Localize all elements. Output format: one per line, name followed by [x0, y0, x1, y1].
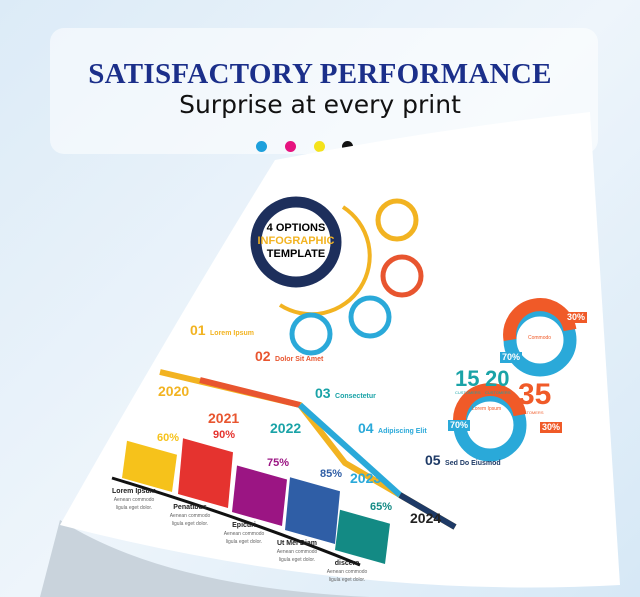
bar-label: Lorem Ipsum: [112, 488, 156, 495]
bar-label: discere: [334, 560, 360, 567]
bar-sub: Aenean commodo ligula eget dolor.: [276, 549, 318, 563]
stat-number: 20: [485, 366, 510, 391]
donut-title: Commodo: [528, 335, 552, 341]
bar-category-label: discere Aenean commodo ligula eget dolor.: [323, 560, 371, 584]
yellow-ink-dot: [314, 141, 325, 152]
timeline-step: 02 Dolor Sit Amet: [255, 348, 323, 368]
stat-label: CUSTOMERS: [455, 390, 481, 395]
stat-label: CUSTOMERS: [485, 390, 511, 395]
bar-2: [178, 438, 233, 508]
bar-3: [232, 465, 287, 526]
paper-shadow: [40, 520, 520, 597]
badge-line2: INFOGRAPHIC: [257, 235, 335, 247]
step-number: 02: [255, 348, 271, 364]
bar-5: [335, 509, 390, 564]
bar-label: Epicuri: [232, 522, 256, 529]
banner-title: SATISFACTORY PERFORMANCE: [88, 58, 552, 90]
bar-label: Penatibus: [173, 504, 207, 511]
banner-subtitle: Surprise at every print: [179, 90, 461, 119]
bar-sub: Aenean commodo ligula eget dolor.: [113, 497, 155, 511]
badge-text: 4 OPTIONS INFOGRAPHIC TEMPLATE: [256, 222, 336, 261]
stat: 15 CUSTOMERS: [455, 366, 481, 396]
donut-b-label: 30%: [565, 312, 588, 323]
donut-title: Lorem Ipsum: [472, 406, 502, 412]
cyan-ink-dot: [256, 141, 267, 152]
timeline-year: 2021: [208, 410, 240, 426]
magenta-ink-dot: [285, 141, 296, 152]
badge-ring: [250, 196, 342, 288]
magnifier-icon: [375, 198, 419, 242]
step-number: 05: [425, 452, 441, 468]
donut-b-label: 30%: [540, 422, 563, 433]
timeline-step: 03 Consectetur: [315, 385, 376, 405]
stat: 20 CUSTOMERS: [485, 366, 511, 396]
step-title: Dolor Sit Amet: [275, 356, 324, 363]
timeline-year: 2024: [410, 510, 442, 526]
bar-sub: Aenean commodo ligula eget dolor.: [326, 569, 368, 583]
badge-line3: TEMPLATE: [266, 248, 326, 260]
step-title: Consectetur: [335, 393, 376, 400]
timeline-step: 05 Sed Do Eiusmod: [425, 452, 501, 472]
black-ink-dot: [342, 141, 353, 152]
step-number: 01: [190, 322, 206, 338]
bar-category-label: Lorem Ipsum Aenean commodo ligula eget do…: [110, 488, 158, 512]
donut-2-a: [453, 383, 527, 427]
step-title: Adipiscing Elit: [378, 428, 427, 435]
donut-a-label: 70%: [500, 352, 523, 363]
stat-number: 15: [455, 366, 480, 391]
step-number: 03: [315, 385, 331, 401]
bar-4: [285, 477, 340, 544]
step-title: Sed Do Eiusmod: [445, 460, 501, 467]
chart-icon: [289, 312, 333, 356]
bar-sub: Aenean commodo ligula eget dolor.: [169, 513, 211, 527]
badge-line1: 4 OPTIONS: [266, 222, 326, 234]
bar-category-label: Penatibus Aenean commodo ligula eget dolo…: [166, 504, 214, 528]
bar-value-label: 85%: [320, 468, 343, 481]
timeline-year: 2023: [350, 470, 382, 486]
bar-category-label: Epicuri Aenean commodo ligula eget dolor.: [220, 522, 268, 546]
bar-1: [122, 440, 177, 492]
bar-value-label: 75%: [267, 456, 290, 469]
bar-value-label: 65%: [370, 500, 393, 513]
step-title: Lorem Ipsum: [210, 330, 254, 337]
bar-sub: Aenean commodo ligula eget dolor.: [223, 531, 265, 545]
step-number: 04: [358, 420, 374, 436]
stat-number: 35: [518, 378, 552, 411]
bar-baseline: [111, 476, 361, 567]
house-icon: [380, 254, 424, 298]
timeline-year: 2020: [158, 383, 190, 399]
timeline-step: 01 Lorem Ipsum: [190, 322, 254, 342]
bar-label: Ut Mei Diam: [276, 540, 318, 547]
bar-category-label: Ut Mei Diam Aenean commodo ligula eget do…: [273, 540, 321, 564]
donut-a-label: 70%: [448, 420, 471, 431]
stat-label: CUSTOMERS: [518, 410, 544, 415]
calendar-icon: [348, 295, 392, 339]
stat: 35 CUSTOMERS: [518, 378, 552, 416]
bar-value-label: 60%: [157, 431, 180, 444]
timeline-step: 04 Adipiscing Elit: [358, 420, 427, 440]
bar-value-label: 90%: [213, 429, 236, 442]
timeline-year: 2022: [270, 420, 302, 436]
